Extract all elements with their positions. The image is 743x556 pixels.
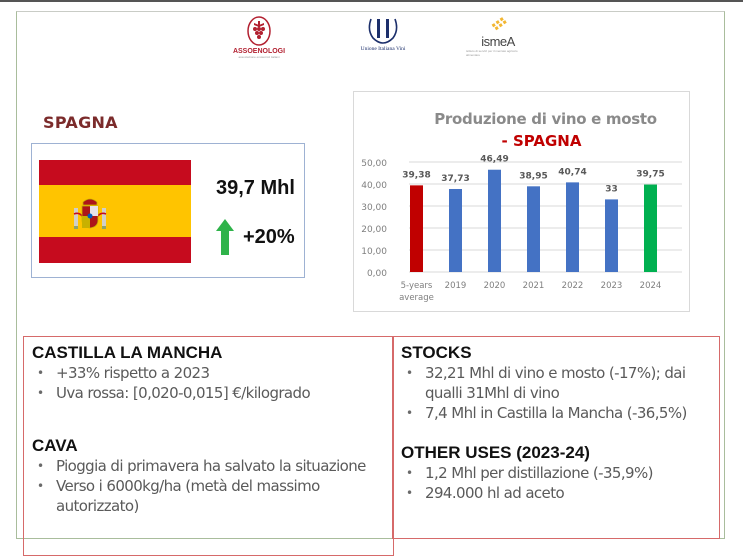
x-tick-label: 2023	[601, 281, 623, 291]
uiv-emblem-icon	[368, 18, 398, 44]
ismea-logo: ismeA istituto di servizi per il mercato…	[466, 16, 530, 62]
bar-value-label: 38,95	[519, 171, 547, 181]
section-heading: CAVA	[32, 436, 78, 455]
bar-value-label: 39,38	[402, 170, 430, 180]
x-tick-label: 2022	[562, 281, 584, 291]
y-tick-label: 50,00	[361, 159, 387, 169]
bar	[449, 188, 462, 272]
bar	[644, 184, 657, 272]
assoenologi-logo: ASSOENOLOGI associazione enotecnici ital…	[226, 16, 292, 62]
section-heading: STOCKS	[401, 343, 472, 362]
list-item: +33% rispetto a 2023	[32, 363, 310, 383]
bar-chart-plot: 0,00 10,00 20,00 30,00 40,00 50,00 39,38 5-year…	[361, 155, 682, 303]
top-border	[0, 0, 743, 2]
list-item: Uva rossa: [0,020-0,015] €/kilogrado	[32, 383, 311, 403]
ismea-emblem-icon	[491, 17, 507, 31]
country-summary-card: 39,7 Mhl +20%	[31, 143, 305, 278]
country-title: SPAGNA	[43, 113, 118, 132]
y-tick-label: 0,00	[367, 269, 387, 279]
bar-value-label: 40,74	[558, 167, 586, 177]
list-item: 294.000 hl ad aceto	[401, 483, 719, 503]
section-heading: OTHER USES (2023-24)	[401, 443, 590, 462]
assoenologi-emblem-icon	[247, 16, 271, 46]
chart-subtitle: - SPAGNA	[501, 132, 582, 150]
x-tick-label: 2021	[523, 281, 545, 291]
section-heading: CASTILLA LA MANCHA	[32, 343, 223, 362]
x-tick-label: 2020	[484, 281, 506, 291]
assoenologi-name: ASSOENOLOGI	[232, 48, 286, 55]
stocks-info-panel: STOCKS 32,21 Mhl di vino e mosto (-17%);…	[392, 336, 720, 539]
list-item: 7,4 Mhl in Castilla la Mancha (-36,5%)	[401, 403, 719, 423]
x-tick-label: 2019	[445, 281, 467, 291]
ismea-subtitle: istituto di servizi per il mercato agric…	[466, 49, 518, 57]
other-uses-section: OTHER USES (2023-24) 1,2 Mhl per distill…	[401, 443, 719, 503]
production-change: +20%	[243, 226, 295, 248]
y-tick-label: 20,00	[361, 225, 387, 235]
bar	[605, 199, 618, 272]
arrow-up-icon	[216, 219, 234, 255]
y-tick-label: 30,00	[361, 203, 387, 213]
bar-value-label: 46,49	[480, 155, 508, 165]
list-item: 1,2 Mhl per distillazione (-35,9%)	[401, 463, 719, 483]
stocks-section: STOCKS 32,21 Mhl di vino e mosto (-17%);…	[401, 343, 719, 423]
ismea-name: ismeA	[481, 34, 515, 49]
y-tick-label: 40,00	[361, 181, 387, 191]
cava-section: CAVA Pioggia di primavera ha salvato la …	[32, 436, 382, 516]
bar	[527, 186, 540, 272]
bar	[488, 169, 501, 272]
bar-value-label: 37,73	[441, 174, 469, 184]
uiv-logo: Unione Italiana Vini	[350, 16, 416, 62]
list-item: Pioggia di primavera ha salvato la situa…	[32, 456, 382, 476]
list-item: 32,21 Mhl di vino e mosto (-17%); dai qu…	[401, 363, 719, 403]
x-tick-label: 2024	[640, 281, 662, 291]
production-chart: Produzione di vino e mosto - SPAGNA 0,00…	[353, 91, 690, 312]
x-tick-label: 5-years	[401, 281, 433, 291]
slide-frame	[16, 11, 725, 539]
assoenologi-subtitle: associazione enotecnici italiani	[238, 55, 280, 59]
bar-value-label: 39,75	[636, 170, 664, 180]
bar	[410, 185, 423, 272]
spain-flag	[39, 160, 191, 263]
bar-value-label: 33	[605, 184, 618, 194]
production-volume: 39,7 Mhl	[216, 177, 295, 199]
uiv-name: Unione Italiana Vini	[360, 46, 406, 52]
coat-of-arms-icon	[73, 198, 107, 229]
bar	[566, 182, 579, 272]
castilla-section: CASTILLA LA MANCHA +33% rispetto a 2023 …	[32, 343, 311, 403]
regional-info-panel: CASTILLA LA MANCHA +33% rispetto a 2023 …	[23, 336, 394, 556]
list-item: Verso i 6000kg/ha (metà del massimo auto…	[32, 476, 382, 516]
chart-title: Produzione di vino e mosto	[434, 110, 657, 128]
y-tick-label: 10,00	[361, 247, 387, 257]
x-tick-label: average	[399, 293, 434, 303]
